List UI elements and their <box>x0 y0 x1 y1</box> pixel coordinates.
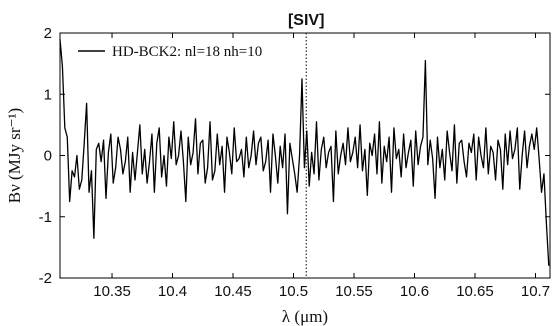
series-line <box>59 39 550 266</box>
y-tick-label: -1 <box>39 209 52 226</box>
legend: HD-BCK2: nl=18 nh=10 <box>78 44 262 60</box>
x-tick-label: 10.5 <box>279 283 308 300</box>
x-tick-label: 10.65 <box>456 283 494 300</box>
annotation-siv-label: [SIV] <box>288 12 324 29</box>
x-tick-label: 10.45 <box>214 283 252 300</box>
x-tick-label: 10.35 <box>93 283 131 300</box>
x-axis-title: λ (μm) <box>282 307 328 326</box>
y-tick-label: 1 <box>44 86 52 103</box>
y-tick-label: -2 <box>39 270 52 287</box>
y-tick-label: 2 <box>44 25 52 42</box>
y-tick-label: 0 <box>44 148 52 165</box>
x-tick-label: 10.7 <box>521 283 550 300</box>
series-layer <box>59 33 550 278</box>
legend-label: HD-BCK2: nl=18 nh=10 <box>112 44 262 60</box>
x-tick-label: 10.6 <box>400 283 429 300</box>
axes: 10.35 10.4 10.45 10.5 10.55 10.6 10.65 10.7 -2 -1… <box>39 25 551 300</box>
y-axis-title: Bν (MJy sr⁻¹) <box>5 108 24 203</box>
x-tick-label: 10.4 <box>158 283 187 300</box>
x-tick-label: 10.55 <box>335 283 373 300</box>
